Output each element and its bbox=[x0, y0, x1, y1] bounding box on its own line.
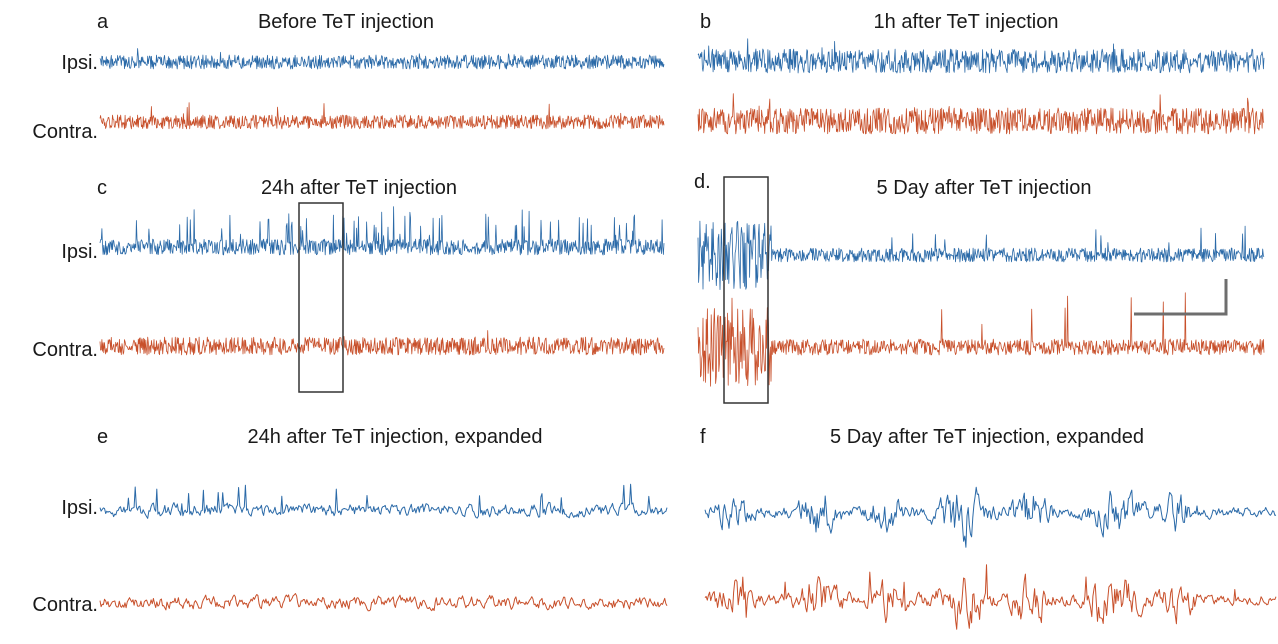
panel-title-e: 24h after TeT injection, expanded bbox=[247, 426, 542, 448]
panel-letter-a: a bbox=[97, 11, 109, 33]
panel-title-c: 24h after TeT injection bbox=[261, 177, 457, 199]
trace-ipsi-d bbox=[697, 219, 1265, 290]
trace-label-ipsi-e: Ipsi. bbox=[61, 497, 98, 519]
trace-contra-a bbox=[99, 102, 665, 130]
trace-ipsi-b bbox=[697, 38, 1265, 74]
panel-letter-d: d. bbox=[694, 171, 711, 193]
trace-label-contra-a: Contra. bbox=[32, 121, 98, 143]
panel-d: d. 5 Day after TeT injection bbox=[694, 171, 1265, 404]
panel-letter-c: c bbox=[97, 177, 107, 199]
panel-letter-f: f bbox=[700, 426, 706, 448]
trace-contra-c bbox=[99, 330, 665, 356]
trace-label-ipsi-a: Ipsi. bbox=[61, 52, 98, 74]
panel-f: f 5 Day after TeT injection, expanded bbox=[700, 426, 1277, 630]
trace-label-ipsi-c: Ipsi. bbox=[61, 241, 98, 263]
trace-contra-e bbox=[99, 593, 668, 612]
panel-e: e 24h after TeT injection, expanded Ipsi… bbox=[32, 426, 668, 616]
trace-contra-f bbox=[704, 564, 1277, 630]
trace-label-contra-c: Contra. bbox=[32, 339, 98, 361]
panel-letter-e: e bbox=[97, 426, 108, 448]
panel-letter-b: b bbox=[700, 11, 711, 33]
scale-bar bbox=[1134, 279, 1228, 316]
panel-title-a: Before TeT injection bbox=[258, 11, 434, 33]
highlight-box-d bbox=[723, 176, 769, 404]
trace-contra-d bbox=[697, 292, 1265, 387]
panel-a: a Before TeT injection Ipsi. Contra. bbox=[32, 11, 665, 143]
panel-b: b 1h after TeT injection bbox=[697, 11, 1265, 135]
trace-contra-b bbox=[697, 93, 1265, 135]
panel-title-b: 1h after TeT injection bbox=[874, 11, 1059, 33]
panel-title-f: 5 Day after TeT injection, expanded bbox=[830, 426, 1144, 448]
trace-ipsi-e bbox=[99, 483, 668, 519]
trace-ipsi-c bbox=[99, 206, 665, 256]
panel-title-d: 5 Day after TeT injection bbox=[877, 177, 1092, 199]
panel-c: c 24h after TeT injection Ipsi. Contra. bbox=[32, 177, 665, 393]
trace-ipsi-a bbox=[99, 48, 665, 70]
trace-ipsi-f bbox=[704, 486, 1277, 548]
highlight-box-c bbox=[298, 202, 344, 393]
trace-label-contra-e: Contra. bbox=[32, 594, 98, 616]
